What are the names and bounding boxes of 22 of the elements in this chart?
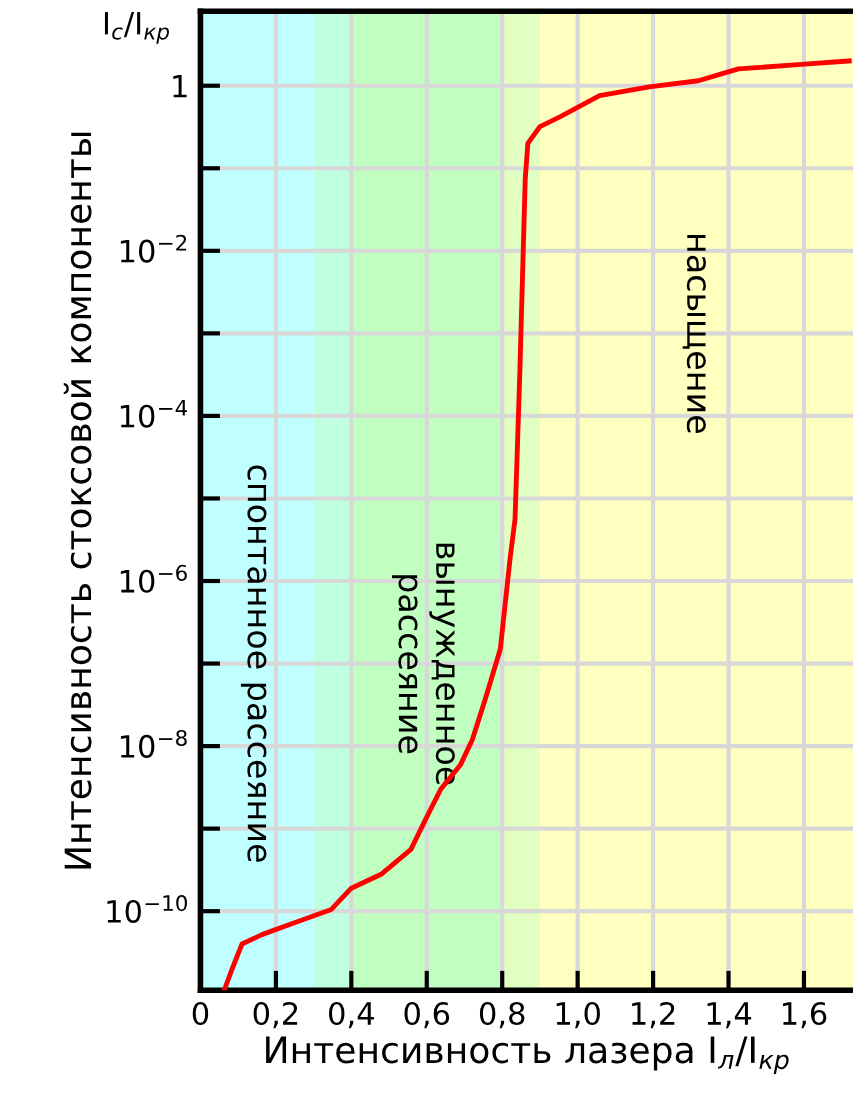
text: I$_{с}$/I$_{кр}$	[104, 12, 169, 44]
y-tick-label: 10$^{−6}$	[120, 564, 187, 593]
x-axis-title: Интенсивность лазера I$_{л}$/I$_{кр}$	[266, 1036, 789, 1075]
x-tick-label: 0,6	[404, 1001, 450, 1029]
x-tick-label: 0	[192, 1001, 209, 1026]
x-tick-label: 1,2	[632, 1001, 675, 1029]
x-tick-label: 0,4	[329, 1001, 374, 1029]
y-tick-label: 10$^{−4}$	[120, 400, 188, 428]
x-tick-label: 0,2	[253, 1001, 298, 1029]
band-label: вынужденное рассеяние	[391, 543, 455, 785]
x-tick-label: 1,0	[556, 1001, 600, 1029]
y-tick-label: 1	[173, 75, 187, 98]
x-tick-label: 1,4	[707, 1002, 752, 1029]
y-tick-label: 10$^{−2}$	[120, 234, 187, 263]
band-label: насыщение	[682, 235, 706, 433]
line-series	[221, 58, 852, 991]
band-label: спонтанное рассеяние	[240, 465, 267, 862]
y-axis-title: Интенсивность стоксовой компоненты	[63, 132, 92, 869]
x-tick-label: 1,6	[783, 1001, 827, 1029]
x-tick-label: 0,8	[479, 1001, 525, 1029]
y-tick-label: 10$^{−10}$	[107, 894, 187, 923]
y-tick-label: 10$^{−8}$	[120, 729, 187, 758]
